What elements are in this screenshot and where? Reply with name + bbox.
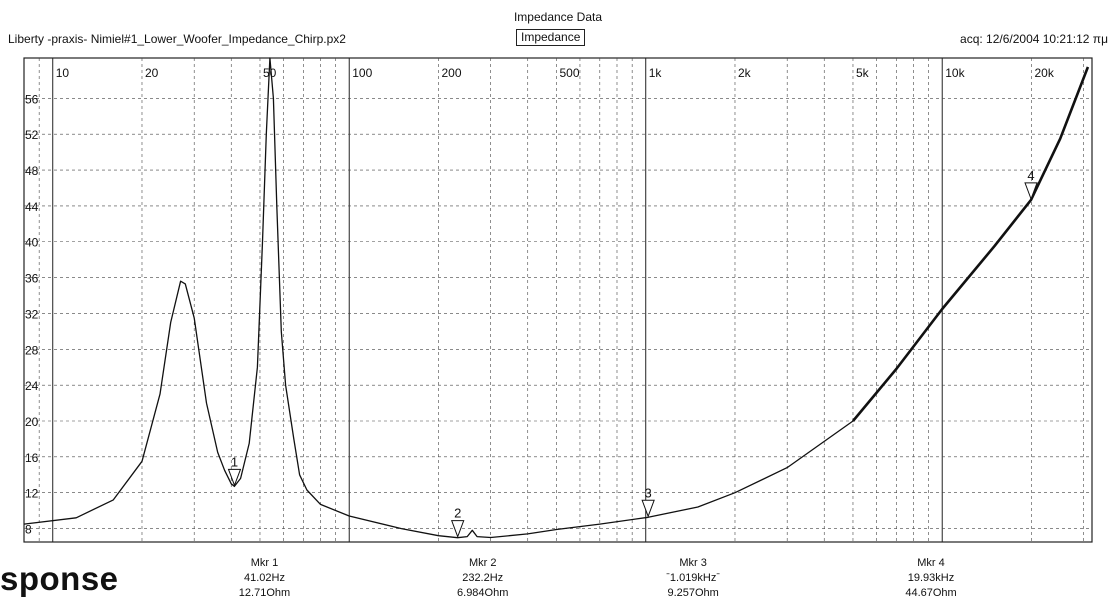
y-tick-label: 24 <box>25 379 39 393</box>
y-tick-label: 52 <box>25 128 39 142</box>
impedance-chart: 10 20 50 100 200 500 1k 2k 5k 10k 20k5652484440363… <box>23 57 1093 543</box>
marker-triangle <box>227 468 242 487</box>
x-tick-label: 100 <box>352 66 372 80</box>
acquisition-timestamp: acq: 12/6/2004 10:21:12 πμ <box>960 32 1108 46</box>
marker-triangle <box>641 499 655 518</box>
marker-readout-freq: 19.93kHz <box>907 572 955 584</box>
marker-readout-value: 6.984Ohm <box>457 587 509 599</box>
x-tick-label: 1k <box>649 66 663 80</box>
x-tick-label: 2k <box>738 66 752 80</box>
x-tick-label: 20k <box>1034 66 1054 80</box>
y-tick-label: 40 <box>25 236 39 250</box>
marker-readout-freq: ˉ1.019kHzˉ <box>666 572 721 584</box>
marker-readout-2: Mkr 2 232.2Hz 6.984Ohm <box>413 556 553 601</box>
marker-readout-1: Mkr 1 41.02Hz 12.71Ohm <box>194 556 334 601</box>
cropped-heading-text: sponse <box>0 560 119 597</box>
x-tick-label: 500 <box>559 66 579 80</box>
y-tick-label: 20 <box>25 415 39 429</box>
marker-number: 3 <box>645 485 652 500</box>
marker-triangle <box>1024 182 1038 201</box>
marker-triangle <box>450 520 465 539</box>
marker-readout-value: 9.257Ohm <box>667 587 719 599</box>
marker-number: 2 <box>454 506 461 521</box>
y-tick-label: 48 <box>25 164 39 178</box>
y-tick-label: 56 <box>25 92 39 106</box>
marker-readout-freq: 41.02Hz <box>243 572 285 584</box>
y-tick-label: 16 <box>25 451 39 465</box>
x-tick-label: 10k <box>945 66 965 80</box>
marker-readout-3: Mkr 3 ˉ1.019kHzˉ 9.257Ohm <box>623 556 763 601</box>
x-tick-label: 200 <box>441 66 461 80</box>
x-tick-label: 5k <box>856 66 870 80</box>
impedance-curve-hf <box>852 66 1090 422</box>
chart-main-title: Impedance Data <box>513 10 603 24</box>
y-tick-label: 32 <box>25 307 39 321</box>
marker-number: 4 <box>1027 168 1034 183</box>
plot-frame <box>23 57 1093 543</box>
y-tick-label: 44 <box>25 200 39 214</box>
marker-readout-freq: 232.2Hz <box>462 572 504 584</box>
x-tick-label: 10 <box>56 66 70 80</box>
marker-readout-label: Mkr 2 <box>468 557 497 569</box>
marker-readout-value: 44.67Ohm <box>905 587 957 599</box>
y-tick-label: 28 <box>25 343 39 357</box>
y-tick-label: 12 <box>25 487 39 501</box>
impedance-curve <box>23 57 1089 539</box>
y-tick-label: 8 <box>25 523 32 537</box>
x-tick-label: 20 <box>145 66 159 80</box>
marker-readout-label: Mkr 4 <box>917 557 945 569</box>
marker-readout-value: 12.71Ohm <box>238 587 291 599</box>
marker-readout-label: Mkr 3 <box>679 557 707 569</box>
marker-number: 1 <box>231 454 238 469</box>
tab-impedance[interactable]: Impedance <box>516 29 586 46</box>
marker-readout-label: Mkr 1 <box>250 557 279 569</box>
marker-readout-4: Mkr 4 19.93kHz 44.67Ohm <box>861 556 1001 601</box>
y-tick-label: 36 <box>25 272 39 286</box>
app-title: Liberty -praxis- Nimiel#1_Lower_Woofer_I… <box>8 32 346 46</box>
